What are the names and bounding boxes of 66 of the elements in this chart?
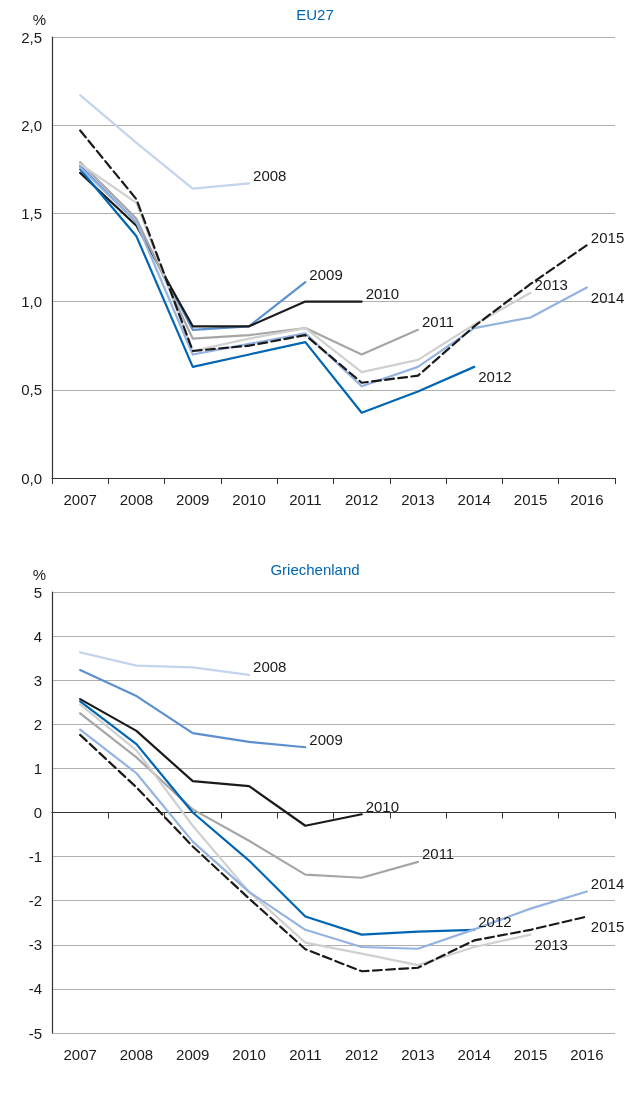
y-tick-label: 5 <box>33 583 42 601</box>
y-tick-label: 1,0 <box>21 293 42 311</box>
series-label: 2008 <box>253 658 287 676</box>
x-tick-label: 2010 <box>232 1046 266 1063</box>
chart-title: Griechenland <box>270 561 360 578</box>
y-tick-label: 2,5 <box>21 28 42 46</box>
x-tick-label: 2012 <box>344 1046 379 1063</box>
y-tick-label: 3 <box>33 671 42 689</box>
x-tick-label: 2016 <box>570 1046 604 1063</box>
series-label: 2013 <box>534 276 568 294</box>
y-tick-label: 2 <box>33 715 42 733</box>
line-series <box>79 703 532 967</box>
series-label: 2015 <box>590 918 625 936</box>
x-tick-label: 2010 <box>232 491 266 508</box>
line-series <box>79 129 588 384</box>
x-tick-label: 2014 <box>457 1046 491 1063</box>
series-label: 2011 <box>421 845 455 863</box>
x-tick-label: 2013 <box>401 491 435 508</box>
x-tick-label: 2014 <box>457 491 491 508</box>
x-tick-label: 2011 <box>289 1046 322 1063</box>
y-tick-label: 1 <box>33 759 42 777</box>
x-tick-label: 2016 <box>570 491 604 508</box>
y-tick-label: -2 <box>28 892 42 910</box>
line-series <box>79 94 251 190</box>
x-tick-label: 2011 <box>289 491 322 508</box>
series-label: 2011 <box>421 313 455 331</box>
y-tick-label: 2,0 <box>21 116 42 134</box>
chart-title: EU27 <box>296 6 334 23</box>
x-tick-label: 2009 <box>176 1046 210 1063</box>
series-label: 2012 <box>478 368 512 386</box>
series-label: 2010 <box>365 285 400 303</box>
line-series <box>79 166 588 388</box>
series-label: 2013 <box>534 936 568 954</box>
series-label: 2010 <box>365 797 400 815</box>
series-label: 2008 <box>253 166 287 184</box>
line-series <box>79 168 476 414</box>
y-axis-title: % <box>32 566 46 583</box>
y-axis-title: % <box>32 11 46 28</box>
y-tick-label: 0,0 <box>21 469 42 487</box>
x-tick-label: 2009 <box>176 491 210 508</box>
series-label: 2015 <box>590 228 625 246</box>
y-tick-label: -1 <box>28 848 42 866</box>
y-tick-label: -5 <box>28 1024 42 1042</box>
x-tick-label: 2007 <box>63 491 97 508</box>
series-label: 2012 <box>478 913 512 931</box>
y-tick-label: 1,5 <box>21 204 42 222</box>
series-label: 2014 <box>590 874 625 892</box>
line-series <box>79 162 532 374</box>
x-tick-label: 2007 <box>63 1046 97 1063</box>
y-tick-label: 4 <box>33 627 42 645</box>
x-tick-label: 2015 <box>513 1046 548 1063</box>
x-tick-label: 2012 <box>344 491 379 508</box>
y-tick-label: -4 <box>28 980 42 998</box>
y-tick-label: -3 <box>28 936 42 954</box>
line-series <box>79 700 476 936</box>
series-label: 2014 <box>590 288 625 306</box>
line-series <box>79 651 251 677</box>
series-label: 2009 <box>309 265 343 283</box>
y-tick-label: 0,5 <box>21 381 42 399</box>
series-label: 2009 <box>309 730 343 748</box>
x-tick-label: 2008 <box>119 491 154 508</box>
x-tick-label: 2013 <box>401 1046 435 1063</box>
line-series <box>79 698 363 827</box>
y-tick-label: 0 <box>33 804 42 821</box>
x-tick-label: 2008 <box>119 1046 154 1063</box>
x-tick-label: 2015 <box>513 491 548 508</box>
